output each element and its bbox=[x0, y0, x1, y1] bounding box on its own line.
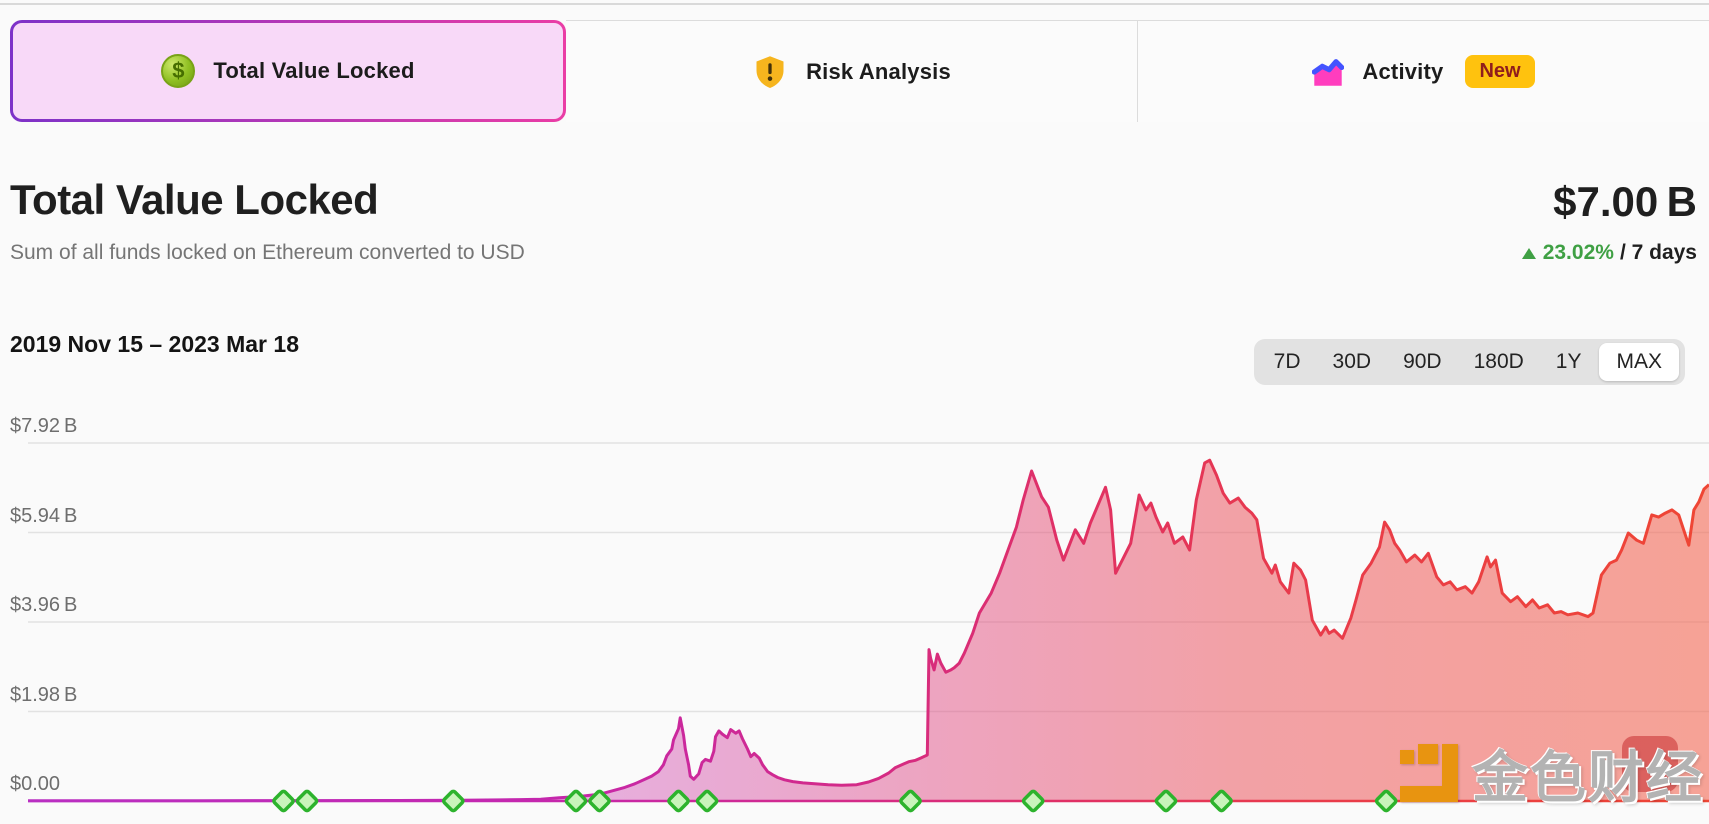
y-axis-label: $5.94 B bbox=[10, 504, 78, 527]
change-percent: 23.02% bbox=[1542, 241, 1614, 264]
tvl-value: $7.00 B bbox=[1553, 178, 1697, 225]
page-subtitle: Sum of all funds locked on Ethereum conv… bbox=[10, 241, 525, 264]
milestone-diamond[interactable] bbox=[695, 789, 719, 813]
new-badge: New bbox=[1465, 55, 1535, 88]
top-divider bbox=[0, 3, 1709, 5]
date-range-label: 2019 Nov 15 – 2023 Mar 18 bbox=[10, 331, 299, 357]
milestone-diamond[interactable] bbox=[1021, 789, 1045, 813]
watermark-red-stamp bbox=[1622, 736, 1678, 792]
range-button-180d[interactable]: 180D bbox=[1460, 343, 1538, 381]
milestone-diamond[interactable] bbox=[564, 789, 588, 813]
tvl-line bbox=[28, 458, 1709, 803]
range-button-7d[interactable]: 7D bbox=[1260, 343, 1315, 381]
milestone-diamond[interactable] bbox=[1210, 789, 1233, 813]
milestone-diamond[interactable] bbox=[441, 789, 465, 813]
activity-chart-icon bbox=[1312, 58, 1345, 86]
milestone-diamond[interactable] bbox=[295, 789, 319, 813]
milestone-diamond[interactable] bbox=[899, 789, 922, 813]
dollar-coin-icon: $ bbox=[161, 54, 196, 88]
tab-label: Activity bbox=[1362, 58, 1444, 84]
range-button-max[interactable]: MAX bbox=[1599, 343, 1679, 381]
tab-activity[interactable]: Activity New bbox=[1137, 20, 1709, 122]
dollar-glyph: $ bbox=[172, 58, 185, 83]
watermark: 金色财经 bbox=[1398, 736, 1704, 809]
tvl-change: 23.02% / 7 days bbox=[1521, 241, 1697, 265]
milestone-diamond[interactable] bbox=[588, 789, 611, 813]
y-axis-label: $0.00 bbox=[10, 773, 61, 795]
range-button-90d[interactable]: 90D bbox=[1389, 343, 1456, 381]
tab-label: Total Value Locked bbox=[213, 58, 415, 83]
change-period: / 7 days bbox=[1619, 241, 1697, 264]
milestone-diamond[interactable] bbox=[272, 789, 295, 813]
tab-label: Risk Analysis bbox=[806, 58, 951, 84]
y-axis-label: $1.98 B bbox=[10, 683, 78, 706]
y-axis-label: $7.92 B bbox=[10, 415, 78, 437]
milestone-diamond[interactable] bbox=[1154, 789, 1178, 813]
tvl-area-fill bbox=[28, 460, 1709, 801]
page-title: Total Value Locked bbox=[10, 176, 379, 223]
tab-bar: $ Total Value Locked Risk Analysis Activ… bbox=[10, 20, 1709, 122]
watermark-text: 金色财经 bbox=[1472, 745, 1704, 809]
milestone-diamond[interactable] bbox=[1374, 789, 1398, 813]
milestone-diamond[interactable] bbox=[667, 789, 690, 813]
up-triangle-icon bbox=[1521, 247, 1536, 259]
jinse-logo-icon bbox=[1398, 742, 1460, 804]
range-button-1y[interactable]: 1Y bbox=[1542, 343, 1596, 381]
y-axis-label: $3.96 B bbox=[10, 594, 78, 616]
shield-warning-icon bbox=[756, 55, 784, 88]
tab-total-value-locked[interactable]: $ Total Value Locked bbox=[10, 20, 566, 122]
range-button-30d[interactable]: 30D bbox=[1319, 343, 1386, 381]
time-range-selector: 7D 30D 90D 180D 1Y MAX bbox=[1253, 339, 1685, 385]
tab-risk-analysis[interactable]: Risk Analysis bbox=[566, 20, 1137, 122]
